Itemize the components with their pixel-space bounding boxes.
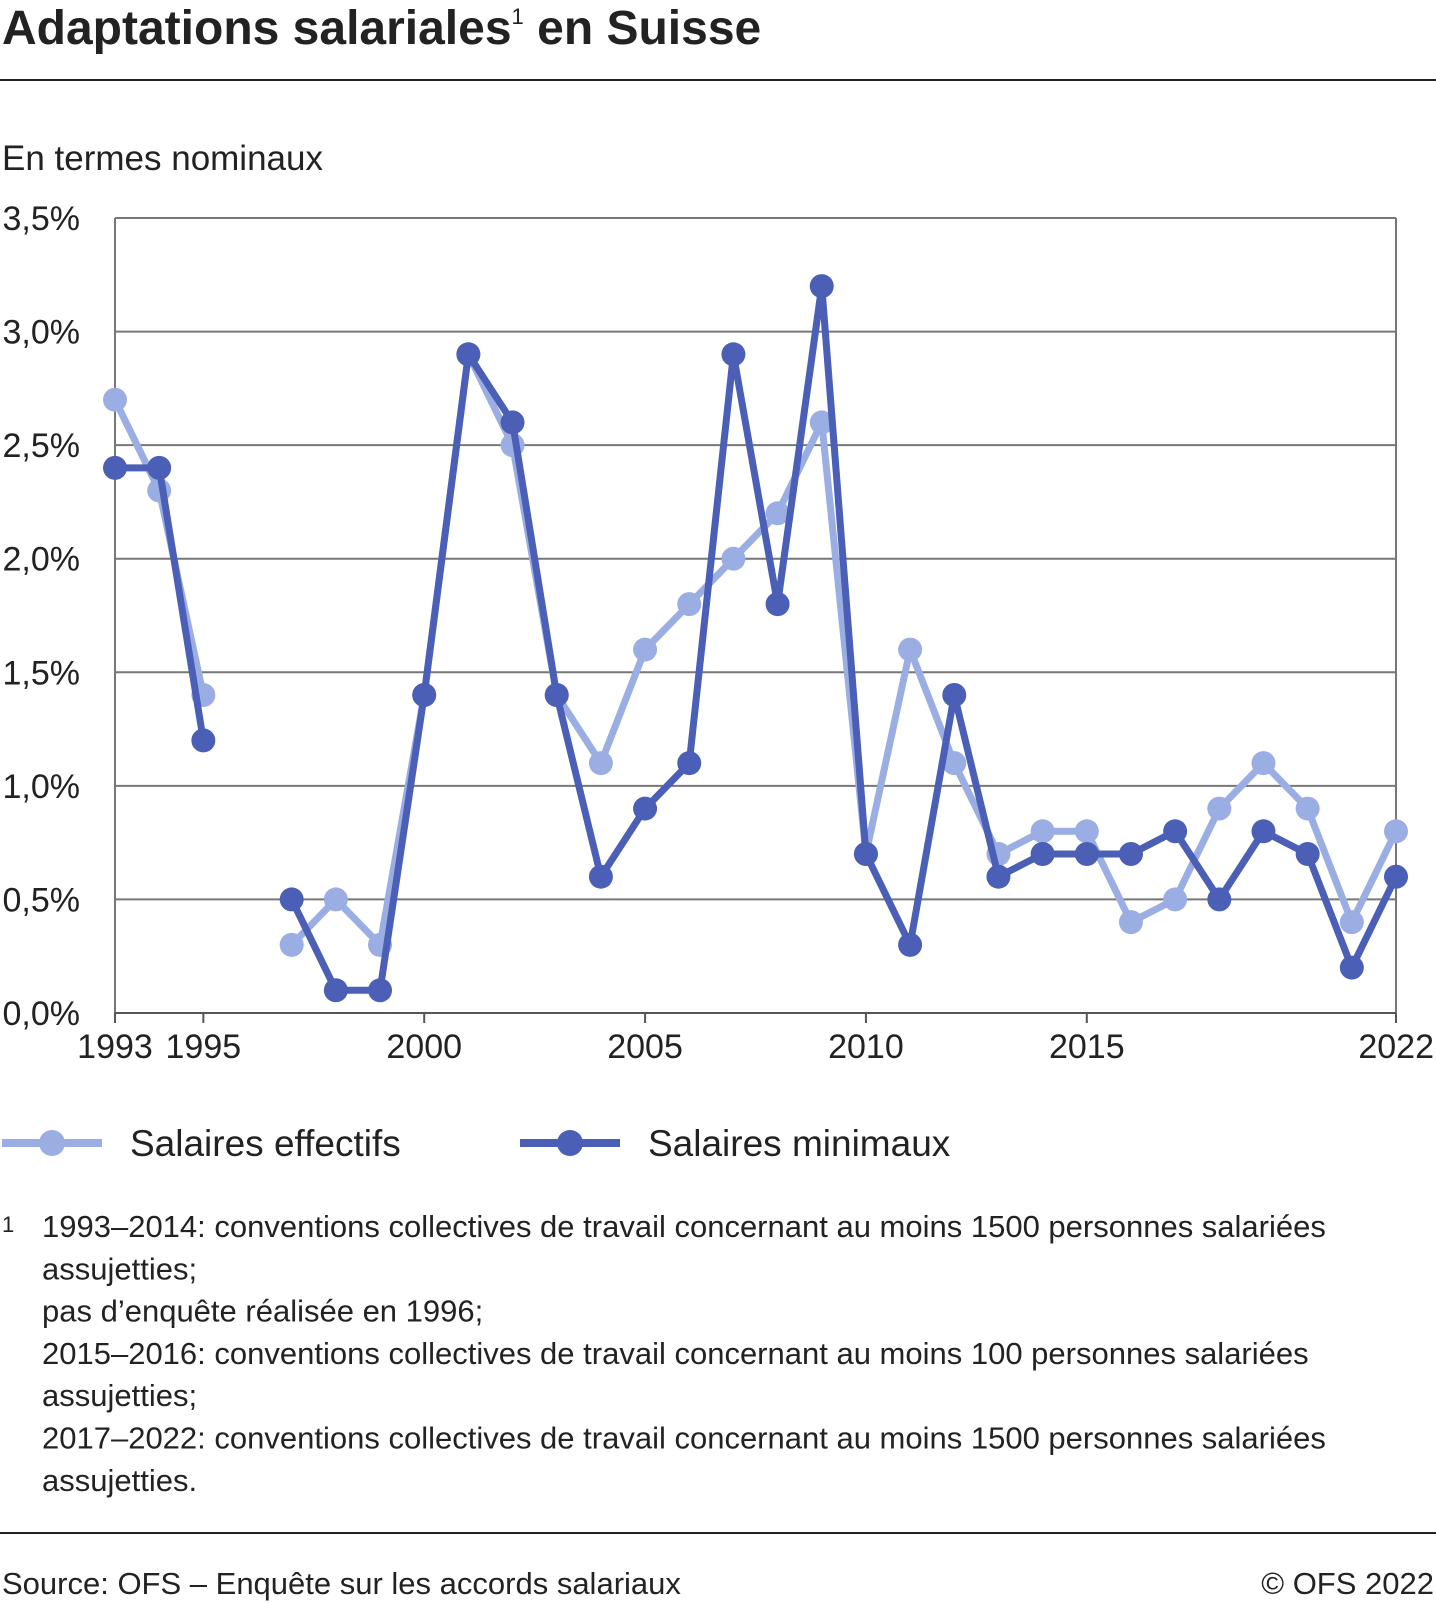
legend-label: Salaires effectifs [130,1123,401,1164]
legend-label: Salaires minimaux [648,1123,951,1164]
point [1074,819,1099,844]
point [1339,955,1364,980]
point [853,842,878,866]
point [721,546,746,571]
x-tick-label: 1993 [77,1028,153,1066]
point [1251,751,1276,776]
point [809,274,834,299]
title-note: 1 [512,4,524,29]
point [942,683,967,707]
y-tick-label: 0,5% [3,881,81,919]
point [279,887,304,912]
footnote-line: assujetties; [42,1378,197,1413]
y-tick-label: 3,0% [3,314,81,352]
subtitle: En termes nominaux [2,139,323,178]
point [1030,842,1055,866]
footnote-line: 1993–2014: conventions collectives de tr… [42,1209,1326,1244]
x-tick-label: 2022 [1358,1028,1434,1066]
series-line [115,282,1400,994]
point [191,728,216,753]
point [1207,796,1232,821]
point [898,637,923,662]
point [456,342,481,367]
point [1030,819,1055,844]
point [721,342,746,367]
x-tick-label: 2015 [1049,1028,1125,1066]
point [1339,910,1364,935]
point [809,410,834,435]
point [633,637,658,662]
point [1118,910,1143,935]
x-tick-label: 2005 [607,1028,683,1066]
footnote-line: 2015–2016: conventions collectives de tr… [42,1336,1309,1371]
point [1384,864,1408,889]
point [544,683,569,707]
footnote-line: assujetties; [42,1251,197,1286]
y-tick-label: 3,5% [3,200,81,238]
legend-marker [39,1130,65,1156]
point [1074,842,1099,866]
title-main: Adaptations salariales [2,2,512,55]
point [588,864,613,889]
footnote-line: 2017–2022: conventions collectives de tr… [42,1421,1326,1456]
point [1163,887,1188,912]
point [323,887,348,912]
point [1384,819,1408,844]
point [677,592,702,617]
point [1163,819,1188,844]
y-tick-label: 0,0% [3,995,81,1033]
point [986,864,1011,889]
copyright: © OFS 2022 [1261,1566,1434,1601]
chart-title: Adaptations salariales1 en Suisse [2,2,761,55]
source: Source: OFS – Enquête sur les accords sa… [2,1566,681,1601]
footnote-marker: 1 [2,1212,14,1237]
x-tick-label: 1995 [166,1028,242,1066]
x-tick-label: 2010 [828,1028,904,1066]
legend-marker [557,1130,583,1156]
point [103,387,127,412]
point [1251,819,1276,844]
point [323,978,348,1003]
point [898,932,923,957]
point [500,410,525,435]
point [677,751,702,776]
point [765,592,790,617]
point [588,751,613,776]
y-tick-label: 1,0% [3,768,81,806]
point [368,978,393,1003]
y-tick-label: 2,5% [3,427,81,465]
point [103,455,127,480]
y-tick-label: 1,5% [3,654,81,692]
y-tick-label: 2,0% [3,541,81,579]
footnote-line: pas d’enquête réalisée en 1996; [42,1294,483,1329]
point [1118,842,1143,866]
x-tick-label: 2000 [386,1028,462,1066]
point [1295,796,1320,821]
point [279,932,304,957]
point [633,796,658,821]
footnote-line: assujetties. [42,1463,197,1498]
point [1295,842,1320,866]
point [412,683,437,707]
series-line [111,350,1400,949]
point [1207,887,1232,912]
point [147,455,172,480]
point [942,751,967,776]
title-end: en Suisse [524,2,761,55]
point [765,501,790,526]
